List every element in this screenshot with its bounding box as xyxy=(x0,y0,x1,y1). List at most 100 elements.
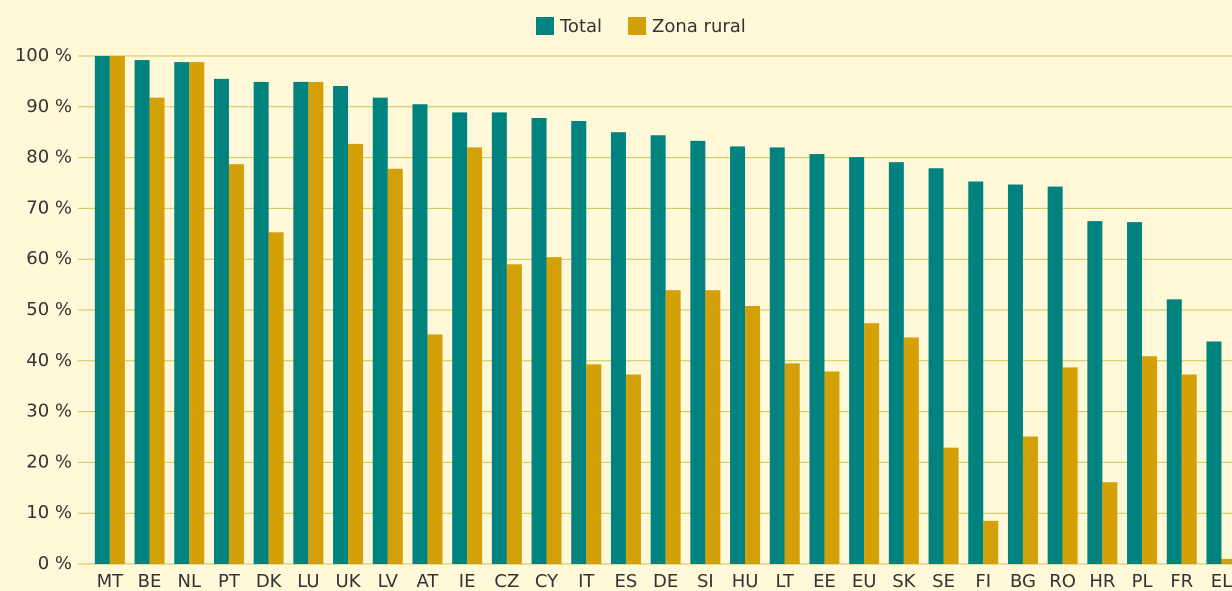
x-tick-label: UK xyxy=(336,571,362,591)
bar xyxy=(824,371,840,564)
bar xyxy=(1181,374,1197,564)
legend-swatch xyxy=(536,17,554,35)
bar xyxy=(586,364,602,564)
x-tick-label: IT xyxy=(578,571,595,591)
y-tick-label: 70 % xyxy=(26,197,72,218)
legend-swatch xyxy=(628,17,647,35)
x-tick-label: LT xyxy=(775,571,795,591)
y-tick-label: 50 % xyxy=(26,299,72,320)
bar xyxy=(968,181,984,564)
bar xyxy=(293,81,309,565)
bar xyxy=(928,168,944,564)
bar xyxy=(412,104,428,564)
bar xyxy=(546,257,562,564)
bar xyxy=(625,374,641,564)
x-tick-label: CY xyxy=(535,571,559,591)
x-tick-label: BE xyxy=(138,571,162,591)
x-tick-label: ES xyxy=(615,571,638,591)
x-tick-label: HU xyxy=(732,571,759,591)
bar xyxy=(1102,482,1118,564)
bar xyxy=(1007,184,1023,565)
bar xyxy=(213,78,229,565)
bar xyxy=(849,157,865,565)
bar xyxy=(531,117,547,564)
bar xyxy=(690,140,706,564)
y-tick-label: 30 % xyxy=(26,401,72,422)
bar xyxy=(348,143,364,564)
y-tick-label: 90 % xyxy=(26,96,72,117)
bar xyxy=(228,164,244,565)
legend-label: Zona rural xyxy=(652,16,746,37)
x-tick-label: CZ xyxy=(494,571,519,591)
x-tick-label: LV xyxy=(378,571,399,591)
x-tick-label: EL xyxy=(1211,571,1232,591)
bar xyxy=(864,323,880,564)
bar xyxy=(506,264,522,564)
bar xyxy=(809,154,825,564)
bar xyxy=(943,447,959,564)
x-tick-label: HR xyxy=(1089,571,1115,591)
y-tick-label: 0 % xyxy=(38,553,72,574)
y-tick-label: 60 % xyxy=(26,248,72,269)
x-tick-label: SI xyxy=(697,571,714,591)
x-tick-label: LU xyxy=(297,571,319,591)
bar xyxy=(705,290,721,564)
x-tick-label: NL xyxy=(178,571,202,591)
x-tick-label: IE xyxy=(459,571,476,591)
y-tick-label: 80 % xyxy=(26,147,72,168)
y-tick-label: 10 % xyxy=(26,502,72,523)
bar xyxy=(784,363,800,564)
bar xyxy=(983,520,999,564)
bar xyxy=(571,121,587,565)
bar xyxy=(1087,221,1103,564)
legend-label: Total xyxy=(559,16,602,37)
bar xyxy=(134,60,150,565)
bar xyxy=(333,85,349,565)
bar xyxy=(149,97,165,564)
bar xyxy=(174,62,190,564)
x-tick-label: AT xyxy=(416,571,439,591)
bar xyxy=(1062,367,1078,564)
x-tick-label: DK xyxy=(256,571,283,591)
bar xyxy=(387,168,403,564)
bar xyxy=(253,81,269,565)
bar xyxy=(888,162,904,564)
bar xyxy=(452,112,468,564)
bar xyxy=(1221,558,1232,564)
x-tick-label: RO xyxy=(1049,571,1076,591)
x-tick-label: BG xyxy=(1010,571,1036,591)
bar xyxy=(1166,299,1182,564)
bar xyxy=(94,56,110,564)
bar xyxy=(769,147,785,564)
bar xyxy=(491,112,507,564)
bar xyxy=(268,232,284,564)
bar xyxy=(308,81,324,565)
x-tick-label: FR xyxy=(1170,571,1193,591)
x-tick-label: SE xyxy=(932,571,955,591)
bar xyxy=(665,290,681,564)
bar xyxy=(427,334,443,564)
y-tick-label: 40 % xyxy=(26,350,72,371)
bar xyxy=(1022,436,1038,564)
x-tick-label: FI xyxy=(975,571,991,591)
bar xyxy=(610,132,626,564)
x-tick-label: EU xyxy=(852,571,877,591)
x-tick-label: PT xyxy=(218,571,241,591)
bar xyxy=(730,146,746,564)
y-tick-label: 100 % xyxy=(15,45,72,66)
x-tick-label: EE xyxy=(813,571,836,591)
bar xyxy=(903,337,919,564)
bar xyxy=(109,56,125,564)
bar xyxy=(650,135,666,565)
bar xyxy=(467,147,483,564)
x-tick-label: MT xyxy=(97,571,125,591)
bar xyxy=(1206,341,1222,564)
bar xyxy=(1142,356,1158,564)
x-tick-label: SK xyxy=(892,571,916,591)
bar xyxy=(1127,222,1143,564)
y-tick-label: 20 % xyxy=(26,451,72,472)
bar xyxy=(372,97,388,564)
bar xyxy=(1047,186,1063,564)
bar xyxy=(745,305,761,564)
